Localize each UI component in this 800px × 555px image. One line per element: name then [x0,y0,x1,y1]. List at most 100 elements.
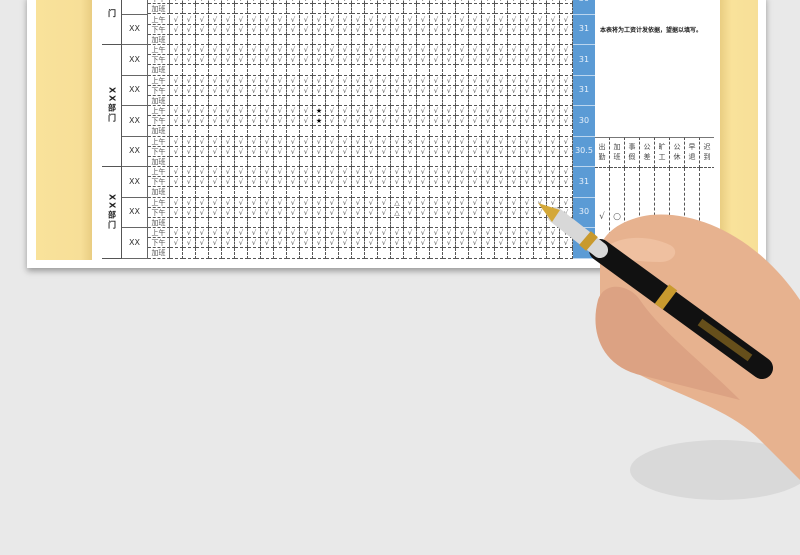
attendance-cell[interactable]: √ [235,136,248,147]
attendance-cell[interactable] [300,156,313,168]
attendance-cell[interactable]: √ [313,238,326,249]
attendance-cell[interactable]: √ [300,177,313,188]
attendance-cell[interactable] [508,4,521,15]
attendance-cell[interactable]: √ [196,24,209,35]
attendance-cell[interactable] [391,126,404,137]
attendance-cell[interactable]: √ [469,0,482,5]
attendance-cell[interactable] [352,4,365,15]
attendance-cell[interactable]: √ [287,146,300,157]
attendance-cell[interactable]: √ [521,14,534,25]
attendance-cell[interactable] [248,4,261,15]
attendance-cell[interactable]: √ [430,146,443,157]
attendance-cell[interactable] [443,187,456,198]
attendance-cell[interactable] [482,65,495,76]
attendance-cell[interactable]: √ [547,0,560,5]
attendance-cell[interactable]: √ [365,146,378,157]
attendance-cell[interactable]: √ [443,55,456,66]
attendance-cell[interactable]: √ [170,197,183,208]
attendance-cell[interactable]: √ [274,14,287,25]
attendance-cell[interactable]: √ [417,197,430,208]
attendance-cell[interactable]: √ [417,136,430,147]
attendance-cell[interactable] [560,4,573,15]
attendance-cell[interactable]: √ [547,228,560,239]
attendance-cell[interactable]: √ [287,238,300,249]
attendance-cell[interactable]: √ [482,24,495,35]
attendance-cell[interactable]: √ [404,0,417,5]
attendance-cell[interactable] [469,65,482,76]
attendance-cell[interactable] [183,34,196,45]
attendance-cell[interactable]: √ [391,45,404,56]
attendance-cell[interactable] [352,126,365,137]
attendance-cell[interactable]: √ [534,238,547,249]
attendance-cell[interactable]: √ [261,177,274,188]
attendance-cell[interactable]: √ [508,207,521,218]
attendance-cell[interactable]: √ [508,228,521,239]
attendance-cell[interactable]: √ [352,146,365,157]
attendance-cell[interactable]: √ [404,207,417,218]
attendance-cell[interactable]: √ [365,0,378,5]
attendance-cell[interactable]: √ [196,55,209,66]
attendance-cell[interactable] [313,34,326,45]
attendance-cell[interactable] [521,217,534,229]
attendance-cell[interactable]: √ [222,167,235,178]
attendance-cell[interactable]: √ [352,167,365,178]
attendance-cell[interactable]: √ [196,238,209,249]
attendance-cell[interactable]: √ [521,136,534,147]
attendance-cell[interactable]: √ [313,136,326,147]
attendance-cell[interactable] [391,65,404,76]
attendance-cell[interactable] [482,217,495,229]
attendance-cell[interactable]: √ [287,197,300,208]
attendance-cell[interactable]: √ [365,75,378,86]
attendance-cell[interactable]: √ [521,75,534,86]
attendance-cell[interactable]: √ [352,45,365,56]
attendance-cell[interactable]: √ [183,116,196,127]
attendance-cell[interactable]: √ [534,116,547,127]
attendance-cell[interactable]: √ [456,136,469,147]
attendance-cell[interactable] [326,217,339,229]
attendance-cell[interactable] [183,95,196,107]
attendance-cell[interactable]: √ [534,197,547,208]
attendance-cell[interactable] [235,34,248,45]
attendance-cell[interactable]: √ [547,167,560,178]
attendance-cell[interactable] [456,34,469,45]
attendance-cell[interactable]: √ [300,45,313,56]
attendance-cell[interactable] [404,248,417,259]
attendance-cell[interactable]: √ [183,146,196,157]
attendance-cell[interactable] [274,187,287,198]
attendance-cell[interactable]: √ [326,116,339,127]
attendance-cell[interactable]: √ [183,55,196,66]
attendance-cell[interactable]: √ [391,136,404,147]
attendance-cell[interactable]: √ [378,167,391,178]
attendance-cell[interactable]: √ [365,106,378,117]
attendance-cell[interactable]: √ [365,14,378,25]
attendance-cell[interactable] [170,65,183,76]
attendance-cell[interactable]: √ [196,146,209,157]
attendance-cell[interactable]: √ [261,14,274,25]
attendance-cell[interactable]: √ [248,197,261,208]
attendance-cell[interactable]: √ [547,106,560,117]
attendance-cell[interactable]: √ [313,228,326,239]
attendance-cell[interactable]: √ [222,207,235,218]
attendance-cell[interactable]: √ [248,45,261,56]
attendance-cell[interactable]: √ [443,14,456,25]
attendance-cell[interactable]: √ [339,207,352,218]
attendance-cell[interactable] [261,248,274,259]
attendance-cell[interactable]: √ [443,146,456,157]
attendance-cell[interactable]: √ [508,136,521,147]
attendance-cell[interactable]: √ [248,177,261,188]
attendance-cell[interactable]: √ [326,136,339,147]
attendance-cell[interactable]: √ [313,85,326,96]
attendance-cell[interactable] [456,217,469,229]
attendance-cell[interactable]: √ [443,136,456,147]
attendance-cell[interactable]: √ [391,0,404,5]
attendance-cell[interactable]: √ [261,167,274,178]
attendance-cell[interactable] [274,217,287,229]
attendance-cell[interactable]: √ [560,75,573,86]
attendance-cell[interactable] [391,187,404,198]
attendance-cell[interactable]: √ [430,85,443,96]
attendance-cell[interactable]: √ [209,197,222,208]
attendance-cell[interactable]: √ [534,45,547,56]
attendance-cell[interactable]: √ [313,177,326,188]
attendance-cell[interactable]: √ [495,0,508,5]
attendance-cell[interactable] [235,126,248,137]
